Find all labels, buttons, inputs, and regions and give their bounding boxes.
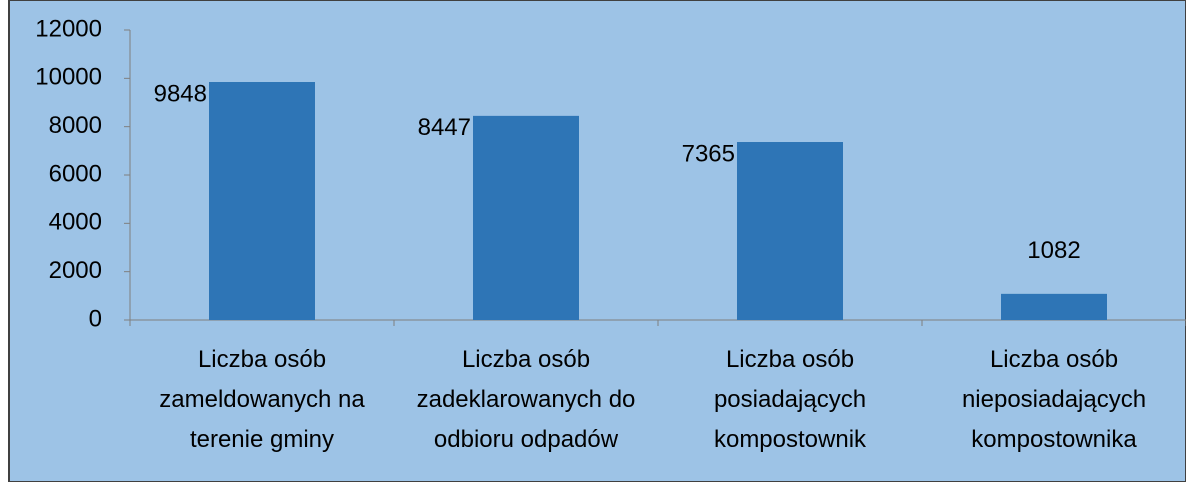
data-label: 9848 <box>154 80 207 107</box>
data-label: 8447 <box>418 114 471 141</box>
bar <box>1001 293 1107 320</box>
bar <box>737 142 843 320</box>
y-tick-label: 8000 <box>49 112 102 139</box>
chart-background <box>8 0 1186 482</box>
y-tick-label: 10000 <box>35 64 102 91</box>
y-tick-label: 0 <box>89 305 102 332</box>
x-tick-label: Liczba osób nieposiadających kompostowni… <box>961 346 1147 453</box>
data-label: 7365 <box>682 140 735 167</box>
x-tick-label: Liczba osób posiadających kompostownik <box>713 346 867 453</box>
x-tick-label: Liczba osób zameldowanych na terenie gmi… <box>159 346 365 453</box>
data-label: 1082 <box>1027 237 1080 264</box>
y-tick-label: 4000 <box>49 209 102 236</box>
bar <box>473 115 579 320</box>
y-tick-label: 12000 <box>35 15 102 42</box>
bar <box>209 82 315 320</box>
y-tick-label: 2000 <box>49 257 102 284</box>
y-tick-label: 6000 <box>49 160 102 187</box>
x-tick-label: Liczba osób zadeklarowanych do odbioru o… <box>416 346 636 453</box>
